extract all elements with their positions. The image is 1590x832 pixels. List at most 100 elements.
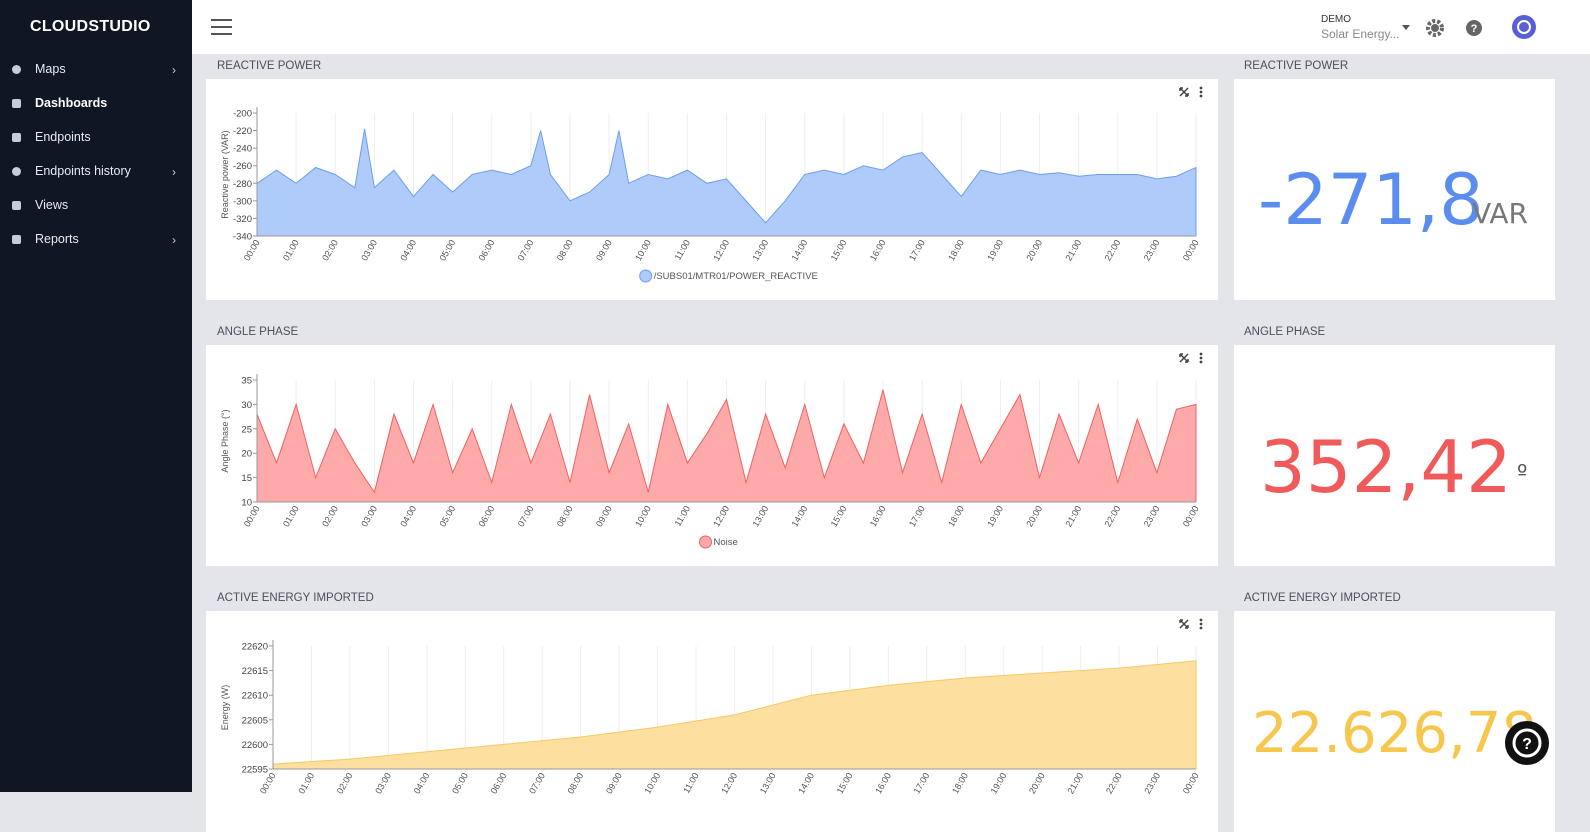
legend-label: Noise — [714, 537, 738, 548]
x-tick-label: 16:00 — [868, 504, 888, 529]
menu-dot — [1199, 352, 1203, 356]
icon — [12, 65, 21, 74]
x-tick-label: 23:00 — [1142, 504, 1162, 529]
x-tick-label: 21:00 — [1063, 504, 1083, 529]
expand-icon[interactable] — [1179, 619, 1189, 629]
menu-dot — [1199, 626, 1203, 630]
x-tick-label: 00:00 — [1181, 504, 1201, 529]
x-tick-label: 01:00 — [281, 238, 301, 263]
section-title: ANGLE PHASE — [217, 326, 299, 338]
menu-dot — [1199, 618, 1203, 622]
x-tick-label: 22:00 — [1103, 504, 1123, 529]
chart: 00:00 01:00 02:00 03:00 04:00 05:00 06:00 07:00… — [220, 86, 1203, 283]
x-tick-label: 02:00 — [320, 238, 340, 263]
help-button[interactable]: ? — [1504, 720, 1550, 766]
x-tick-label: 12:00 — [711, 504, 731, 529]
section-title: REACTIVE POWER — [217, 60, 322, 72]
section-title: ACTIVE ENERGY IMPORTED — [217, 592, 374, 604]
x-tick-label: 19:00 — [985, 504, 1005, 529]
y-tick-label: -240 — [233, 144, 252, 155]
topbar: DEMO Solar Energy... ? — [192, 0, 1590, 54]
avatar[interactable] — [1511, 14, 1537, 40]
y-tick-label: -340 — [233, 232, 252, 243]
x-tick-label: 14:00 — [790, 238, 810, 263]
x-tick-label: 06:00 — [477, 504, 497, 529]
menu-item[interactable]: Reports — [35, 232, 79, 246]
x-tick-label: 07:00 — [516, 504, 536, 529]
menu-dot — [1199, 360, 1203, 364]
help-icon[interactable]: ? — [1464, 18, 1484, 38]
kpi-unit: º — [1517, 461, 1528, 486]
kpi-panel: -271,8 VAR — [1234, 79, 1555, 300]
x-tick-label: 03:00 — [359, 504, 379, 529]
icon — [12, 201, 21, 210]
menu-item[interactable]: Endpoints history — [35, 164, 131, 178]
settings-icon[interactable] — [1425, 18, 1445, 38]
icon — [12, 133, 21, 142]
x-tick-label: 19:00 — [985, 238, 1005, 263]
x-tick-label: 21:00 — [1063, 238, 1083, 263]
x-tick-label: 18:00 — [946, 238, 966, 263]
expand-icon[interactable] — [1179, 87, 1189, 97]
x-tick-label: 20:00 — [1024, 238, 1044, 263]
y-tick-label: -300 — [233, 196, 252, 207]
expand-icon[interactable] — [1179, 353, 1189, 363]
x-tick-label: 14:00 — [790, 504, 810, 529]
sidebar: CLOUDSTUDIO Maps › Dashboards Endpoints … — [0, 0, 192, 792]
icon — [12, 235, 21, 244]
chevron: › — [172, 63, 176, 77]
x-tick-label: 11:00 — [673, 504, 693, 528]
x-tick-label: 09:00 — [594, 504, 614, 529]
y-axis-label: Angle Phase (°) — [220, 409, 230, 472]
kpi-value: 22.626,78 — [1252, 701, 1538, 766]
x-tick-label: 17:00 — [907, 504, 927, 529]
svg-text:?: ? — [1471, 23, 1478, 35]
menu-item[interactable]: Views — [35, 198, 69, 212]
y-tick-label: 22595 — [242, 765, 268, 776]
y-tick-label: 15 — [241, 473, 252, 484]
chevron: › — [172, 233, 176, 247]
x-tick-label: 02:00 — [320, 504, 340, 529]
x-tick-label: 01:00 — [281, 504, 301, 529]
x-tick-label: 05:00 — [437, 238, 457, 263]
x-tick-label: 20:00 — [1024, 504, 1044, 529]
chevron: › — [172, 165, 176, 179]
y-tick-label: 25 — [241, 424, 252, 435]
y-tick-label: -280 — [233, 179, 252, 190]
x-tick-label: 23:00 — [1142, 238, 1162, 263]
menu-item[interactable]: Maps — [35, 62, 66, 76]
y-tick-label: 20 — [241, 449, 252, 460]
x-tick-label: 04:00 — [398, 504, 418, 529]
section-title: ACTIVE ENERGY IMPORTED — [1244, 592, 1401, 604]
x-tick-label: 06:00 — [477, 238, 497, 263]
menu-item[interactable]: Dashboards — [35, 96, 108, 110]
y-tick-label: 22620 — [242, 642, 268, 653]
x-tick-label: 08:00 — [555, 504, 575, 529]
area — [256, 128, 1197, 237]
logo[interactable]: CLOUDSTUDIO — [30, 18, 151, 35]
x-tick-label: 13:00 — [750, 238, 770, 263]
x-tick-label: 11:00 — [673, 238, 693, 262]
kpi-value: 352,42 — [1260, 425, 1512, 509]
caret — [1402, 25, 1410, 30]
x-tick-label: 13:00 — [750, 504, 770, 529]
y-axis-label: Reactive power (VAR) — [220, 130, 230, 218]
icon — [12, 167, 21, 176]
chart-panel: 00:00 01:00 02:00 03:00 04:00 05:00 06:00 07:00… — [206, 611, 1218, 832]
x-tick-label: 07:00 — [516, 238, 536, 263]
menu-toggle[interactable] — [208, 16, 238, 40]
y-tick-label: 22610 — [242, 691, 268, 702]
menu-dot — [1199, 356, 1203, 360]
x-tick-label: 09:00 — [594, 238, 614, 263]
x-tick-label: 15:00 — [829, 504, 849, 529]
legend-marker — [639, 269, 653, 283]
x-tick-label: 08:00 — [555, 238, 575, 263]
kpi-value: -271,8 — [1258, 159, 1484, 241]
x-tick-label: 05:00 — [437, 504, 457, 529]
project-select[interactable]: Solar Energy... — [1321, 27, 1400, 41]
menu-item[interactable]: Endpoints — [35, 130, 91, 144]
y-tick-label: 30 — [241, 400, 252, 411]
menu-dot — [1199, 94, 1203, 98]
chart: 00:00 01:00 02:00 03:00 04:00 05:00 06:00 07:00… — [220, 618, 1203, 796]
